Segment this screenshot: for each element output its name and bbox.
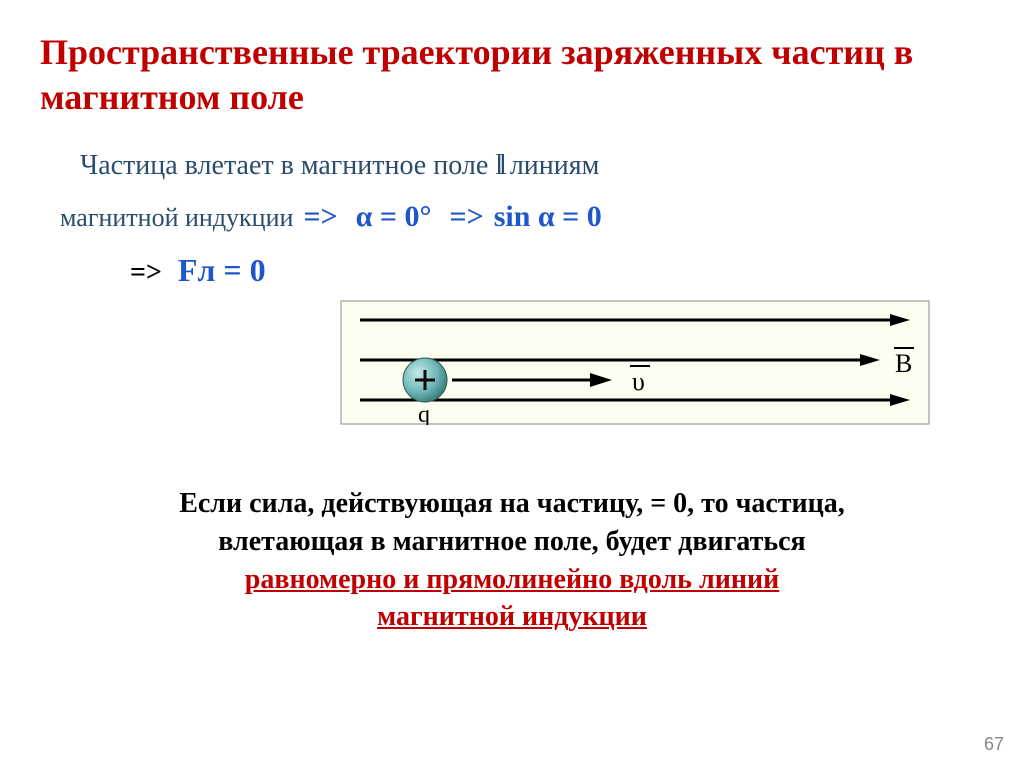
sin-eq: sin α = 0 bbox=[494, 200, 602, 234]
subtitle-pre: Частица влетает в магнитное поле bbox=[80, 150, 495, 181]
bottom-text: Если сила, действующая на частицу, = 0, … bbox=[40, 485, 984, 636]
page-title: Пространственные траектории заряженных ч… bbox=[0, 0, 1024, 140]
v-label: υ bbox=[632, 367, 645, 396]
bottom-red2: магнитной индукции bbox=[377, 601, 647, 632]
force-row: => Fл = 0 bbox=[0, 242, 1024, 299]
field-diagram: B q υ bbox=[340, 300, 930, 425]
page-number: 67 bbox=[984, 734, 1004, 755]
condition-row: магнитной индукции => α = 0° => sin α = … bbox=[0, 192, 1024, 242]
cond-gray: магнитной индукции bbox=[60, 203, 293, 233]
bottom-line1: Если сила, действующая на частицу, = 0, … bbox=[179, 488, 845, 519]
alpha-eq: α = 0° bbox=[356, 200, 432, 234]
subtitle: Частица влетает в магнитное поле ll лини… bbox=[0, 140, 1024, 192]
arrow-1: => bbox=[303, 200, 337, 234]
parallel-symbol: ll bbox=[495, 150, 503, 181]
subtitle-post: линиям bbox=[503, 150, 600, 181]
arrow-2: => bbox=[449, 200, 483, 234]
q-label: q bbox=[418, 402, 430, 425]
b-label: B bbox=[895, 349, 912, 378]
arrow-3: => bbox=[130, 257, 162, 289]
fl-eq: Fл = 0 bbox=[178, 252, 266, 289]
bottom-red1: равномерно и прямолинейно вдоль линий bbox=[245, 564, 779, 595]
bottom-line2: влетающая в магнитное поле, будет двигат… bbox=[218, 526, 805, 557]
